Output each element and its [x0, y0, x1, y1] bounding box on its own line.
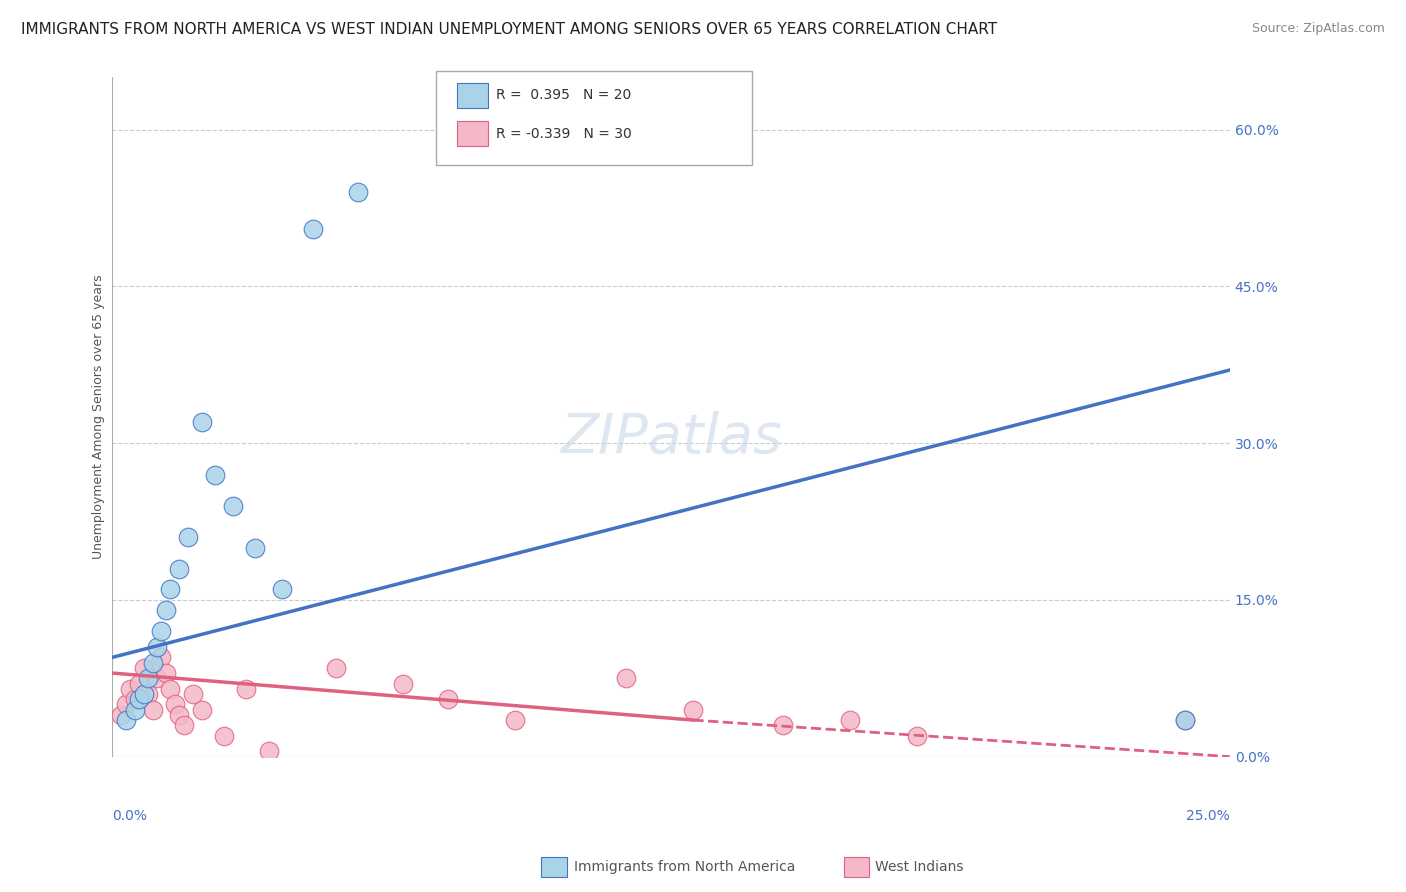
- Point: [325, 661, 347, 675]
- Text: ZIPatlas: ZIPatlas: [560, 411, 782, 464]
- Text: West Indians: West Indians: [875, 860, 963, 874]
- Point: [146, 640, 169, 654]
- Point: [124, 692, 146, 706]
- Point: [190, 415, 212, 429]
- Point: [682, 703, 704, 717]
- Point: [173, 718, 195, 732]
- Text: R =  0.395   N = 20: R = 0.395 N = 20: [496, 88, 631, 103]
- Point: [136, 671, 159, 685]
- Text: Immigrants from North America: Immigrants from North America: [574, 860, 794, 874]
- Point: [614, 671, 637, 685]
- Point: [169, 561, 191, 575]
- Point: [124, 703, 146, 717]
- Point: [190, 703, 212, 717]
- Point: [110, 707, 132, 722]
- Point: [159, 582, 181, 597]
- Point: [235, 681, 257, 696]
- Point: [204, 467, 226, 482]
- Point: [347, 186, 370, 200]
- Point: [146, 671, 169, 685]
- Point: [181, 687, 204, 701]
- Point: [245, 541, 267, 555]
- Point: [222, 499, 245, 513]
- Point: [120, 681, 142, 696]
- Point: [392, 676, 415, 690]
- Text: 25.0%: 25.0%: [1187, 809, 1230, 823]
- Point: [271, 582, 294, 597]
- Point: [302, 222, 325, 236]
- Text: R = -0.339   N = 30: R = -0.339 N = 30: [496, 127, 633, 141]
- Point: [905, 729, 928, 743]
- Point: [503, 713, 526, 727]
- Y-axis label: Unemployment Among Seniors over 65 years: Unemployment Among Seniors over 65 years: [93, 275, 105, 559]
- Point: [141, 703, 163, 717]
- Point: [114, 713, 136, 727]
- Point: [155, 603, 177, 617]
- Text: Source: ZipAtlas.com: Source: ZipAtlas.com: [1251, 22, 1385, 36]
- Text: IMMIGRANTS FROM NORTH AMERICA VS WEST INDIAN UNEMPLOYMENT AMONG SENIORS OVER 65 : IMMIGRANTS FROM NORTH AMERICA VS WEST IN…: [21, 22, 997, 37]
- Point: [150, 624, 173, 639]
- Point: [838, 713, 860, 727]
- Point: [128, 676, 150, 690]
- Point: [1174, 713, 1197, 727]
- Point: [212, 729, 235, 743]
- Point: [155, 666, 177, 681]
- Point: [128, 692, 150, 706]
- Point: [163, 698, 186, 712]
- Point: [257, 744, 280, 758]
- Point: [169, 707, 191, 722]
- Point: [136, 687, 159, 701]
- Point: [114, 698, 136, 712]
- Point: [150, 650, 173, 665]
- Point: [141, 656, 163, 670]
- Point: [159, 681, 181, 696]
- Point: [436, 692, 458, 706]
- Text: 0.0%: 0.0%: [112, 809, 148, 823]
- Point: [1174, 713, 1197, 727]
- Point: [177, 530, 200, 544]
- Point: [772, 718, 794, 732]
- Point: [132, 687, 155, 701]
- Point: [132, 661, 155, 675]
